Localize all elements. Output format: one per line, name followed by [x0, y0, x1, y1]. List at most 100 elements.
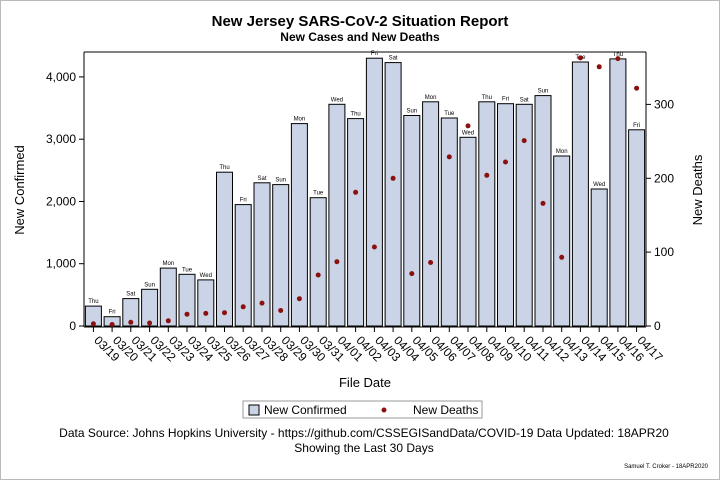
bar-day-label: Thu — [350, 112, 360, 118]
y2-axis-title: New Deaths — [690, 154, 705, 225]
point-new-deaths — [484, 172, 490, 178]
point-new-deaths — [409, 271, 415, 277]
bar-new-confirmed — [328, 103, 346, 327]
point-new-deaths — [90, 321, 96, 327]
point-new-deaths — [240, 304, 246, 310]
point-new-deaths — [184, 311, 190, 317]
point-new-deaths — [259, 300, 265, 306]
plot-area: Thu Fri Sat Sun Mon Tue Wed Thu Fri Sat Sun Mon Tue W… — [84, 51, 646, 332]
y-tick-label: 3,000 — [46, 132, 76, 146]
point-new-deaths — [615, 56, 621, 62]
legend-label-new-confirmed: New Confirmed — [264, 403, 347, 417]
bar-new-confirmed — [459, 136, 477, 327]
legend-marker-new-deaths — [381, 407, 387, 413]
bar-new-confirmed — [571, 61, 589, 327]
bar-day-label: Sun — [275, 178, 286, 184]
point-new-deaths — [147, 320, 153, 326]
bar-day-label: Wed — [593, 182, 605, 188]
bar-new-confirmed — [384, 62, 402, 327]
bar-day-label: Thu — [482, 95, 492, 101]
credit-text: Samuel T. Croker - 18APR2020 — [624, 464, 709, 470]
bar-day-label: Thu — [88, 299, 98, 305]
point-new-deaths — [165, 318, 171, 324]
bar-new-confirmed — [628, 129, 646, 327]
point-new-deaths — [559, 254, 565, 260]
bar-new-confirmed — [141, 288, 159, 327]
bar-day-label: Sun — [538, 89, 549, 95]
bar-new-confirmed — [590, 188, 608, 327]
bar-day-label: Tue — [313, 191, 324, 197]
point-new-deaths — [634, 85, 640, 91]
bar-new-confirmed — [534, 95, 552, 327]
point-new-deaths — [203, 310, 209, 316]
y2-tick-label: 0 — [654, 319, 661, 333]
point-new-deaths — [109, 322, 115, 327]
bar-new-confirmed — [234, 204, 252, 327]
point-new-deaths — [503, 159, 508, 165]
point-new-deaths — [371, 244, 377, 250]
point-new-deaths — [465, 123, 471, 129]
y2-tick-label: 100 — [654, 245, 674, 259]
y2-tick-label: 200 — [654, 171, 674, 185]
legend-border — [242, 400, 483, 419]
bar-day-label: Wed — [200, 273, 212, 279]
bar-day-label: Tue — [182, 267, 193, 273]
bar-new-confirmed — [290, 123, 308, 327]
bar-new-confirmed — [515, 103, 533, 327]
point-new-deaths — [446, 154, 452, 160]
point-new-deaths — [222, 310, 227, 316]
chart-subtitle: New Cases and New Deaths — [280, 30, 440, 44]
bar-new-confirmed — [478, 101, 496, 327]
bar-day-label: Mon — [294, 117, 306, 123]
bar-new-confirmed — [272, 184, 290, 327]
y2-tick-label: 300 — [654, 97, 674, 111]
y-tick-label: 0 — [69, 319, 76, 333]
bar-day-label: Fri — [633, 123, 640, 129]
point-new-deaths — [577, 55, 583, 61]
bar-day-label: Sun — [406, 109, 417, 115]
bar-new-confirmed — [178, 273, 196, 327]
bar-new-confirmed — [609, 58, 627, 327]
point-new-deaths — [540, 200, 546, 206]
point-new-deaths — [390, 175, 396, 181]
bar-new-confirmed — [197, 279, 215, 327]
bar-day-label: Fri — [109, 310, 116, 316]
y-axis-title: New Confirmed — [12, 145, 27, 235]
point-new-deaths — [353, 189, 359, 195]
bar-new-confirmed — [422, 101, 440, 327]
legend-label-new-deaths: New Deaths — [413, 403, 478, 417]
bar-day-label: Sat — [257, 176, 266, 182]
bar-day-label: Thu — [613, 52, 623, 58]
bar-day-label: Tue — [444, 111, 455, 117]
bar-new-confirmed — [122, 298, 140, 327]
point-new-deaths — [315, 272, 321, 278]
bar-day-label: Fri — [371, 51, 378, 57]
bar-new-confirmed — [253, 182, 271, 327]
bar-day-label: Wed — [331, 97, 343, 103]
data-source-text: Data Source: Johns Hopkins University - … — [59, 426, 669, 440]
point-new-deaths — [128, 319, 134, 325]
point-new-deaths — [596, 64, 602, 70]
legend-swatch-new-confirmed — [248, 404, 260, 416]
point-new-deaths — [296, 296, 302, 302]
bar-new-confirmed — [440, 117, 458, 327]
bar-new-confirmed — [216, 171, 233, 327]
chart-title: New Jersey SARS-CoV-2 Situation Report — [212, 13, 509, 30]
bar-new-confirmed — [159, 267, 177, 327]
subset-note-text: Showing the Last 30 Days — [294, 441, 433, 455]
bar-day-label: Mon — [556, 149, 568, 155]
bar-day-label: Sat — [389, 56, 398, 62]
bar-new-confirmed — [553, 155, 571, 327]
point-new-deaths — [521, 138, 527, 144]
bar-day-label: Sat — [520, 97, 529, 103]
y-tick-label: 2,000 — [46, 195, 76, 209]
point-new-deaths — [428, 260, 434, 265]
bar-day-label: Fri — [502, 97, 509, 103]
bar-day-label: Mon — [162, 261, 174, 267]
bar-day-label: Thu — [219, 165, 229, 171]
bar-day-label: Sun — [144, 282, 155, 288]
bar-day-label: Mon — [425, 95, 437, 101]
bar-new-confirmed — [309, 197, 327, 327]
bar-new-confirmed — [365, 57, 383, 327]
bar-day-label: Fri — [240, 198, 247, 204]
